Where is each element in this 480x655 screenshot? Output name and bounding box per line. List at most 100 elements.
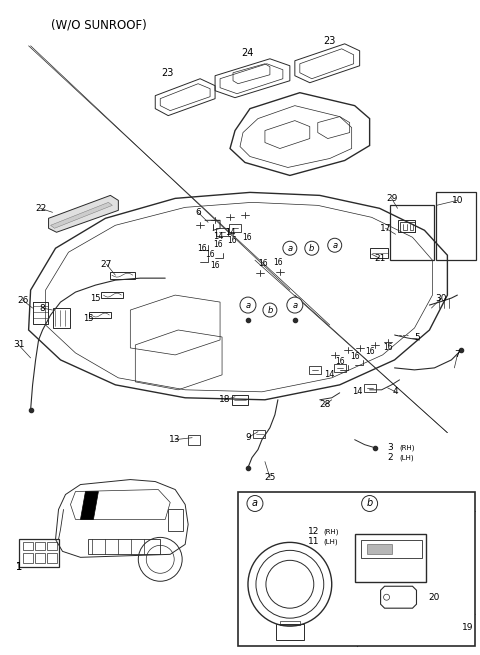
Circle shape: [263, 303, 277, 317]
Bar: [168, 510, 183, 531]
Text: 15: 15: [90, 293, 101, 303]
Text: 4: 4: [393, 387, 398, 396]
Circle shape: [361, 496, 378, 512]
Bar: [238, 491, 475, 646]
Text: 30: 30: [436, 293, 447, 303]
Bar: [390, 206, 434, 260]
Bar: [23, 542, 33, 550]
Bar: [280, 621, 300, 625]
Bar: [110, 272, 135, 278]
Bar: [101, 292, 123, 298]
Bar: [216, 229, 228, 236]
Text: a: a: [332, 241, 337, 250]
Bar: [232, 395, 248, 405]
Text: 16: 16: [350, 352, 360, 362]
Text: (RH): (RH): [324, 528, 339, 534]
Circle shape: [287, 297, 303, 313]
Bar: [436, 193, 476, 260]
Text: (LH): (LH): [399, 455, 414, 461]
Bar: [253, 430, 265, 438]
Bar: [89, 312, 111, 318]
Text: b: b: [309, 244, 314, 253]
Text: 14: 14: [352, 387, 363, 396]
Text: 16: 16: [383, 343, 392, 352]
Bar: [367, 544, 392, 554]
Text: (RH): (RH): [399, 444, 415, 451]
Text: 2: 2: [387, 453, 393, 462]
Text: 14: 14: [225, 228, 235, 236]
Text: a: a: [292, 301, 298, 310]
Text: 20: 20: [429, 593, 440, 602]
Text: 17: 17: [380, 224, 391, 233]
Bar: [360, 540, 422, 558]
Text: 1: 1: [15, 562, 22, 572]
Bar: [35, 542, 45, 550]
Text: 22: 22: [35, 204, 46, 213]
Text: 16: 16: [335, 358, 345, 366]
Circle shape: [328, 238, 342, 252]
Text: 16: 16: [213, 240, 223, 249]
Text: 15: 15: [83, 314, 94, 322]
Text: 16: 16: [365, 347, 374, 356]
Bar: [88, 539, 160, 554]
Text: a: a: [252, 498, 258, 508]
Bar: [19, 539, 59, 567]
Polygon shape: [50, 202, 112, 229]
Text: 13: 13: [169, 435, 181, 444]
Text: (W/O SUNROOF): (W/O SUNROOF): [50, 19, 146, 32]
Text: 1: 1: [15, 562, 22, 572]
Text: 14: 14: [324, 370, 335, 379]
Text: b: b: [267, 305, 273, 314]
Bar: [334, 364, 346, 372]
Text: 24: 24: [241, 48, 253, 58]
Text: 21: 21: [374, 253, 385, 263]
Bar: [276, 624, 304, 640]
Text: 7: 7: [455, 350, 460, 360]
Text: 23: 23: [324, 36, 336, 46]
Text: 12: 12: [308, 527, 319, 536]
Text: 14: 14: [213, 232, 223, 241]
Text: 16: 16: [258, 259, 268, 268]
Text: 16: 16: [242, 233, 252, 242]
Text: a: a: [245, 301, 251, 310]
Text: 28: 28: [319, 400, 330, 409]
Bar: [370, 248, 387, 258]
Bar: [397, 220, 416, 233]
Text: 23: 23: [161, 67, 173, 78]
Bar: [399, 222, 416, 233]
Text: 19: 19: [462, 623, 473, 631]
Text: 26: 26: [17, 295, 28, 305]
Text: 5: 5: [415, 333, 420, 343]
Polygon shape: [48, 195, 119, 233]
Text: 8: 8: [40, 303, 46, 312]
Text: 9: 9: [245, 433, 251, 442]
Text: 16: 16: [210, 261, 220, 270]
Bar: [364, 384, 376, 392]
Text: 16: 16: [197, 244, 207, 253]
Text: 27: 27: [101, 259, 112, 269]
Polygon shape: [81, 491, 98, 519]
Text: 16: 16: [227, 236, 237, 245]
Text: 11: 11: [308, 537, 319, 546]
Text: 25: 25: [264, 473, 276, 482]
Text: 31: 31: [13, 341, 24, 350]
Text: 6: 6: [195, 208, 201, 217]
Text: 18: 18: [219, 395, 231, 404]
Text: (LH): (LH): [324, 538, 338, 544]
Circle shape: [283, 241, 297, 255]
Text: 10: 10: [452, 196, 463, 205]
Bar: [23, 553, 33, 563]
Bar: [47, 542, 57, 550]
Text: a: a: [288, 244, 292, 253]
Bar: [47, 553, 57, 563]
Text: 3: 3: [387, 443, 393, 452]
Text: 16: 16: [273, 257, 283, 267]
Bar: [188, 435, 200, 445]
Circle shape: [247, 496, 263, 512]
Bar: [35, 553, 45, 563]
Text: 16: 16: [205, 250, 215, 259]
Circle shape: [240, 297, 256, 313]
Circle shape: [305, 241, 319, 255]
Bar: [229, 224, 241, 233]
Text: b: b: [367, 498, 373, 508]
